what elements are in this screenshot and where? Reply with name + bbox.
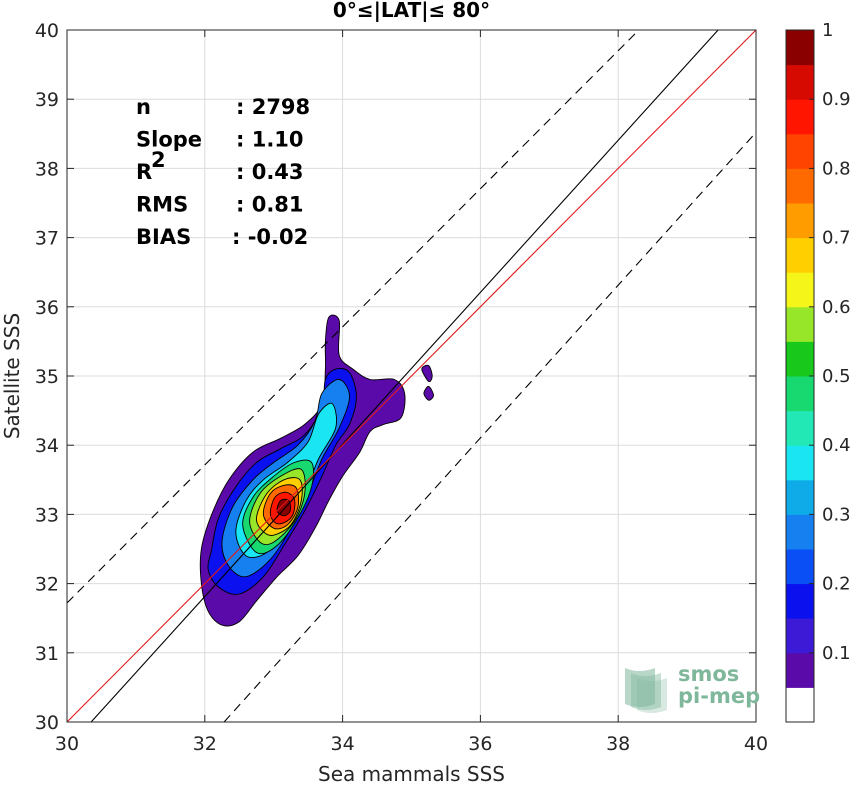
colorbar-band [786,652,814,688]
colorbar-band [786,479,814,515]
logo-mark [631,673,661,710]
colorbar-band [786,618,814,654]
stat-label: R [136,160,152,184]
stat-value: : 2798 [236,95,310,119]
line-regression [90,29,719,723]
chart-title: 0°≤|LAT|≤ 80° [333,0,490,22]
colorbar-band [786,306,814,342]
y-tick-label: 31 [35,643,59,665]
contour-island [423,385,434,401]
contour-island [421,364,433,383]
colorbar-tick-label: 1 [822,20,833,41]
line-lower-dashed [223,132,757,723]
contour-level-0.95 [276,498,292,517]
colorbar-band [786,583,814,619]
y-tick-label: 40 [35,20,59,42]
stat-label: RMS [136,193,188,217]
y-tick-label: 33 [35,504,59,526]
colorbar-band [786,30,814,66]
logo-mark [637,678,667,713]
y-tick-label: 32 [35,574,59,596]
colorbar-band [786,341,814,377]
logo-line-1: smos [678,662,739,686]
x-tick-label: 36 [468,733,492,755]
stat-value: : -0.02 [232,225,308,249]
colorbar-band [786,376,814,412]
logo-line-2: pi-mep [678,684,760,708]
colorbar-band [786,687,814,723]
stat-value: : 1.10 [236,128,304,152]
stat-superscript: 2 [151,148,166,172]
stat-label: BIAS [136,225,191,249]
y-tick-label: 39 [35,89,59,111]
reference-lines [66,29,757,723]
density-contours [199,314,434,627]
colorbar-tick-label: 0.6 [822,297,851,318]
colorbar-tick-label: 0.7 [822,228,851,249]
stat-value: : 0.43 [236,160,304,184]
y-tick-label: 34 [35,435,59,457]
colorbar-band [786,203,814,239]
x-tick-label: 34 [331,733,355,755]
colorbar-band [786,549,814,585]
colorbar-tick-label: 0.4 [822,435,851,456]
y-axis-label: Satellite SSS [0,313,24,439]
colorbar-band [786,237,814,273]
axis-ticks: 30 32 34 36 38 40 30 31 32 33 34 35 36 37 38 39 40 [35,20,768,755]
colorbar-band [786,99,814,135]
colorbar-band [786,168,814,204]
logo-mark [625,668,655,707]
x-tick-label: 32 [193,733,217,755]
colorbar-band [786,133,814,169]
y-tick-label: 36 [35,297,59,319]
colorbar: 0.1 0.2 0.3 0.4 0.5 0.6 0.7 0.8 0.9 1 [785,20,851,723]
grid [66,29,757,723]
line-one-to-one [66,29,757,723]
colorbar-band [786,445,814,481]
colorbar-band [786,64,814,100]
x-axis-label: Sea mammals SSS [318,762,505,784]
x-tick-label: 30 [55,733,79,755]
y-tick-label: 38 [35,158,59,180]
x-tick-label: 38 [606,733,630,755]
stat-label: Slope [136,128,202,152]
y-tick-label: 30 [35,712,59,734]
colorbar-band [786,514,814,550]
colorbar-tick-label: 0.3 [822,504,851,525]
colorbar-tick-label: 0.8 [822,158,851,179]
colorbar-tick-label: 0.9 [822,89,851,110]
colorbar-band [786,272,814,308]
stat-value: : 0.81 [236,193,304,217]
statistics-box: n : 2798 Slope : 1.10 R2 : 0.43 RMS : 0.81 BIAS:… [136,95,310,249]
y-tick-label: 37 [35,228,59,250]
y-tick-label: 35 [35,366,59,388]
stat-label: n [136,95,151,119]
colorbar-tick-label: 0.1 [822,643,851,664]
colorbar-tick-label: 0.5 [822,366,851,387]
colorbar-tick-label: 0.2 [822,574,851,595]
colorbar-band [786,410,814,446]
x-tick-label: 40 [744,733,768,755]
